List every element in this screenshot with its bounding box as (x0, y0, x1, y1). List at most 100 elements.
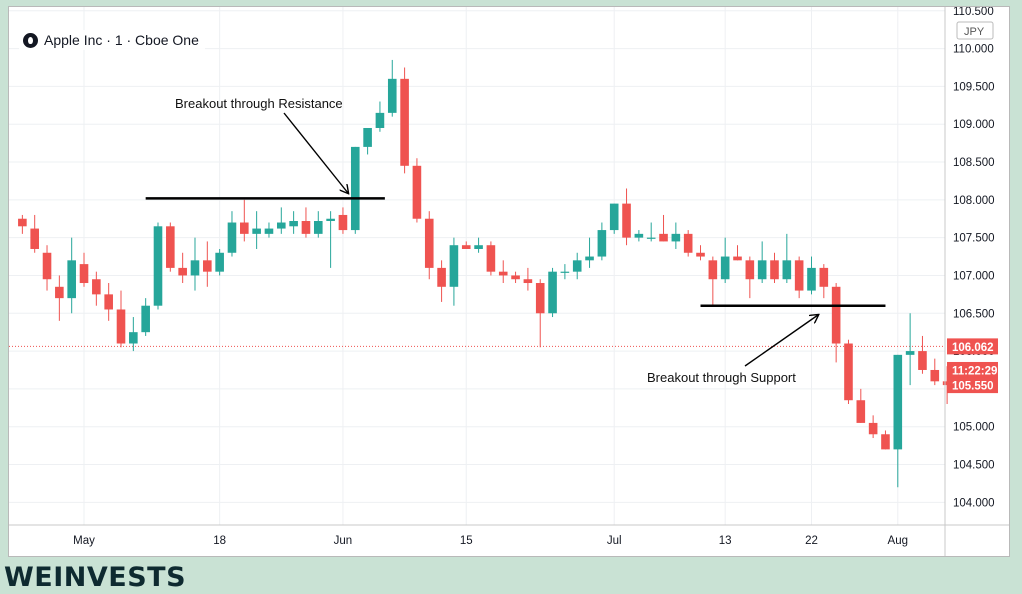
candle-body (844, 343, 853, 401)
y-tick-label: 104.000 (953, 497, 995, 509)
candle-body (819, 267, 829, 287)
candle-body (400, 78, 409, 166)
candle-body (437, 267, 446, 287)
candle-body (313, 221, 323, 234)
candle-body (868, 422, 878, 435)
candle-body (301, 221, 311, 234)
candle-body (129, 332, 138, 344)
candle-body (597, 230, 607, 257)
x-tick-label: 15 (460, 535, 473, 547)
candle-body (141, 305, 150, 333)
x-tick-label: May (73, 535, 95, 547)
y-tick-label: 108.500 (953, 157, 995, 169)
candle-body (387, 78, 397, 113)
candle-body (178, 267, 187, 276)
candle-body (363, 127, 372, 147)
candle-body (461, 245, 471, 249)
chart-header[interactable]: Apple Inc · 1 · Cboe One (19, 30, 205, 50)
candle-body (153, 226, 163, 306)
price-badge-label: 11:22:29 (952, 365, 997, 377)
candle-body (412, 165, 422, 219)
candle-body (905, 351, 915, 355)
y-tick-label: 107.000 (953, 270, 995, 282)
candle-body (424, 218, 434, 268)
candle-body (264, 228, 274, 234)
resistance-arrow (283, 112, 348, 193)
y-tick-label: 109.500 (953, 81, 995, 93)
candle-body (548, 271, 557, 314)
candle-body (930, 369, 940, 382)
candle-body (474, 245, 483, 249)
candle-body (67, 260, 76, 299)
candle-body (30, 228, 39, 249)
x-tick-label: Jul (607, 535, 622, 547)
x-tick-label: Jun (334, 535, 353, 547)
currency-label: JPY (964, 26, 985, 38)
candle-body (585, 256, 594, 261)
candle-body (523, 279, 533, 284)
candle-body (572, 260, 582, 272)
candle-body (646, 237, 656, 239)
candle-body (240, 222, 249, 234)
y-tick-label: 107.500 (953, 233, 995, 245)
annotation-resistance-text: Breakout through Resistance (175, 96, 343, 111)
candle-body (498, 271, 508, 276)
y-tick-label: 109.000 (953, 119, 995, 131)
candlestick-chart[interactable]: Breakout through Resistance Breakout thro… (9, 7, 1009, 556)
candle-body (794, 260, 804, 291)
price-badge (947, 377, 998, 394)
candle-body (486, 245, 496, 272)
candle-body (831, 286, 841, 344)
price-badge-label: 106.062 (952, 342, 994, 354)
y-tick-label: 105.000 (953, 422, 995, 434)
candle-body (560, 271, 570, 273)
candle-body (918, 351, 927, 370)
chart-frame: Breakout through Resistance Breakout thro… (8, 6, 1010, 557)
grid-lines (9, 7, 945, 525)
candle-body (338, 214, 348, 231)
candle-body (375, 112, 385, 128)
level-lines (145, 197, 886, 307)
candle-body (55, 286, 64, 299)
candle-body (116, 309, 126, 344)
candle-body (757, 260, 767, 280)
candle-body (276, 222, 286, 229)
candle-body (326, 218, 335, 222)
price-badge (947, 338, 998, 355)
candle-body (215, 252, 224, 272)
candle-body (104, 294, 113, 310)
x-tick-label: 18 (213, 535, 226, 547)
candle-body (683, 233, 693, 253)
candle-body (622, 203, 631, 238)
price-badge (947, 361, 998, 378)
symbol-title: Apple Inc · 1 · Cboe One (44, 32, 199, 48)
currency-badge (956, 21, 994, 40)
x-tick-label: Aug (888, 535, 908, 547)
candle-body (511, 275, 520, 280)
candle-body (42, 252, 52, 280)
candle-body (535, 283, 545, 314)
candle-body (881, 434, 890, 450)
apple-logo-icon (23, 32, 38, 48)
y-tick-label: 108.000 (953, 195, 995, 207)
candle-body (770, 260, 779, 280)
y-tick-label: 110.000 (953, 44, 994, 56)
candle-body (350, 146, 360, 231)
candle-body (782, 260, 792, 280)
axes-group: 110.500 110.000 109.500 109.000 108.500 108.0… (9, 7, 1009, 556)
candle-body (166, 226, 175, 268)
x-tick-label: 13 (719, 535, 732, 547)
candle-body (449, 245, 459, 287)
candle-body (289, 221, 298, 227)
candle-body (190, 260, 200, 276)
y-tick-label: 106.500 (953, 308, 995, 320)
y-tick-label: 110.500 (953, 7, 994, 18)
candle-body (708, 260, 718, 280)
candle-body (893, 354, 903, 450)
candle-body (720, 256, 730, 280)
candle-body (733, 256, 742, 261)
candle-body (609, 203, 619, 231)
candle-body (634, 233, 644, 238)
candle-body (252, 228, 261, 234)
candle-body (203, 260, 212, 272)
